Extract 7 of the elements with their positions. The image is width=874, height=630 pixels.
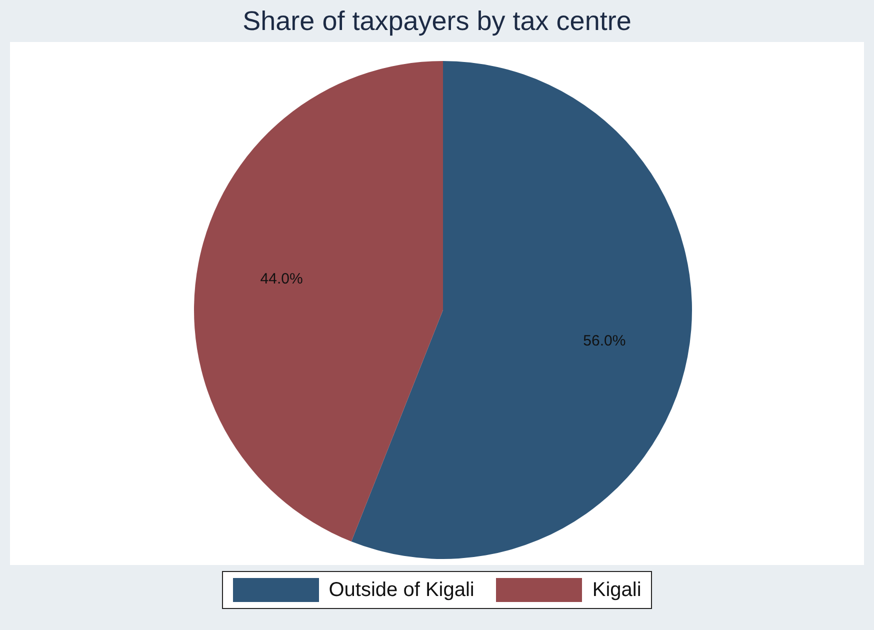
legend-label: Outside of Kigali xyxy=(328,578,474,602)
data-label: 44.0% xyxy=(260,270,303,288)
legend-label: Kigali xyxy=(592,578,642,602)
data-label: 56.0% xyxy=(583,332,626,350)
chart-title: Share of taxpayers by tax centre xyxy=(242,5,632,38)
pie-slice xyxy=(194,61,443,542)
pie-slice xyxy=(351,61,692,559)
